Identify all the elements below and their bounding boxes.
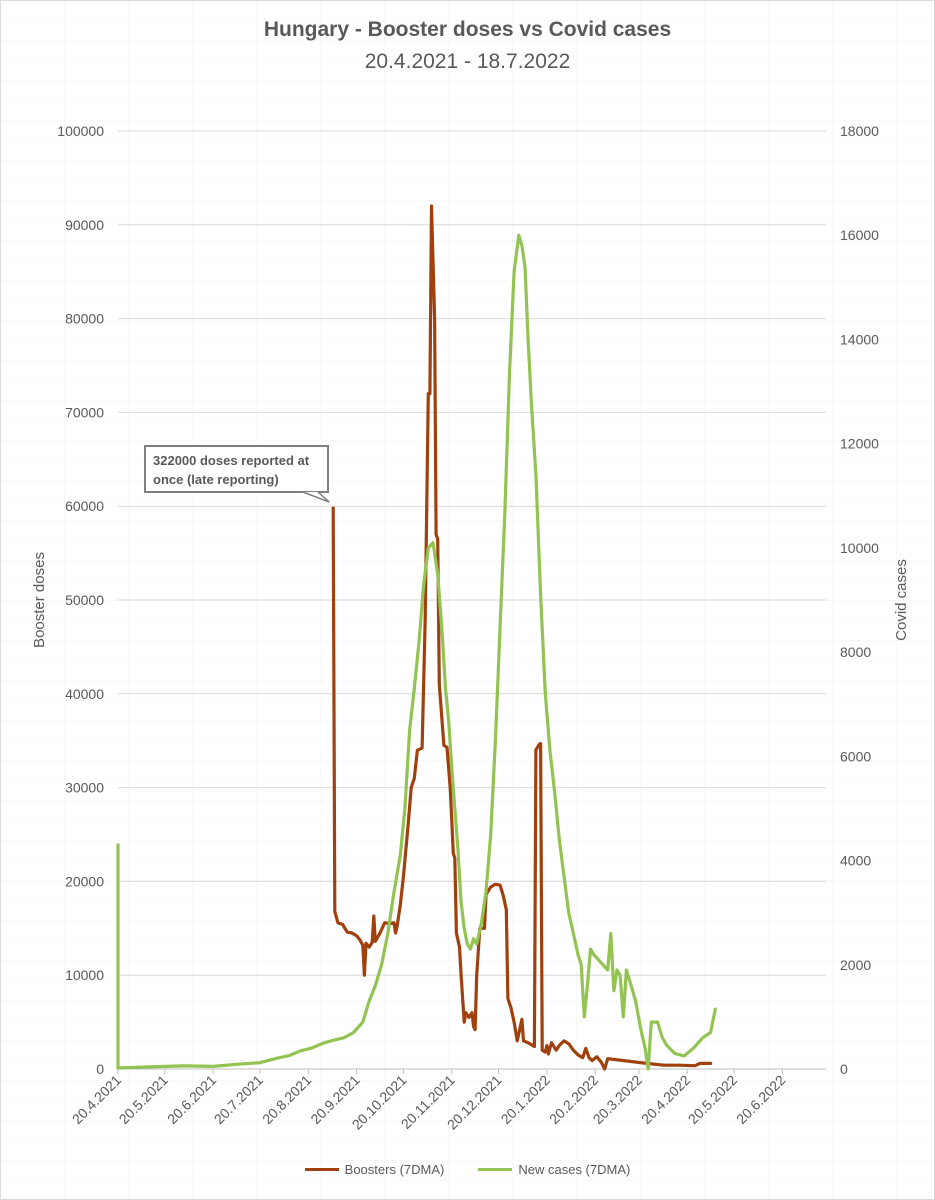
- chart-subtitle: 20.4.2021 - 18.7.2022: [364, 50, 571, 73]
- y-right-tick-label: 14000: [840, 331, 879, 347]
- y-left-tick-label: 30000: [65, 780, 104, 796]
- chart-title: Hungary - Booster doses vs Covid cases: [263, 18, 672, 41]
- annotation-pointer: [302, 491, 330, 503]
- y-right-tick-label: 4000: [840, 853, 871, 869]
- legend-label-cases: New cases (7DMA): [518, 1162, 631, 1177]
- y-left-tick-label: 70000: [65, 404, 104, 420]
- y-left-tick-label: 80000: [65, 311, 104, 327]
- legend-swatch-cases: [478, 1168, 513, 1171]
- y-left-tick-label: 20000: [65, 873, 104, 889]
- x-tick-label: 20.6.2022: [733, 1072, 789, 1128]
- annotation-text-line2: once (late reporting): [153, 472, 279, 487]
- y-right-tick-label: 2000: [840, 957, 871, 973]
- x-tick-label: 20.7.2021: [211, 1072, 267, 1128]
- x-tick-label: 20.4.2022: [638, 1072, 694, 1128]
- y-right-tick-label: 6000: [840, 748, 871, 764]
- y-right-tick-label: 18000: [840, 123, 879, 139]
- legend: Boosters (7DMA) New cases (7DMA): [0, 1162, 935, 1177]
- x-tick-label: 20.5.2021: [116, 1072, 172, 1128]
- y-right-tick-label: 16000: [840, 227, 879, 243]
- legend-swatch-boosters: [304, 1168, 339, 1171]
- legend-label-boosters: Boosters (7DMA): [344, 1162, 445, 1177]
- y-right-tick-label: 10000: [840, 540, 879, 556]
- y-right-tick-label: 12000: [840, 436, 879, 452]
- x-tick-label: 20.6.2021: [164, 1072, 220, 1128]
- y-left-tick-label: 0: [96, 1061, 104, 1077]
- x-tick-label: 20.5.2022: [685, 1072, 741, 1128]
- y-left-tick-label: 50000: [65, 592, 104, 608]
- y-left-axis-title: Booster doses: [31, 552, 48, 648]
- y-left-tick-label: 90000: [65, 217, 104, 233]
- y-right-tick-label: 8000: [840, 644, 871, 660]
- series-line-boosters: [331, 204, 713, 1071]
- x-tick-label: 20.8.2021: [259, 1072, 315, 1128]
- legend-item-cases: New cases (7DMA): [478, 1162, 630, 1177]
- annotation-box: [144, 445, 329, 493]
- x-tick-label: 20.1.2022: [498, 1072, 554, 1128]
- y-left-tick-label: 60000: [65, 498, 104, 514]
- y-right-axis-title: Covid cases: [893, 559, 910, 641]
- y-left-tick-label: 40000: [65, 686, 104, 702]
- y-right-tick-label: 0: [840, 1061, 848, 1077]
- legend-item-boosters: Boosters (7DMA): [304, 1162, 445, 1177]
- annotation-text-line1: 322000 doses reported at: [153, 453, 310, 468]
- y-left-tick-label: 10000: [65, 967, 104, 983]
- x-tick-label: 20.4.2021: [69, 1072, 125, 1128]
- y-left-tick-label: 100000: [57, 123, 104, 139]
- series-line-cases: [116, 233, 717, 1071]
